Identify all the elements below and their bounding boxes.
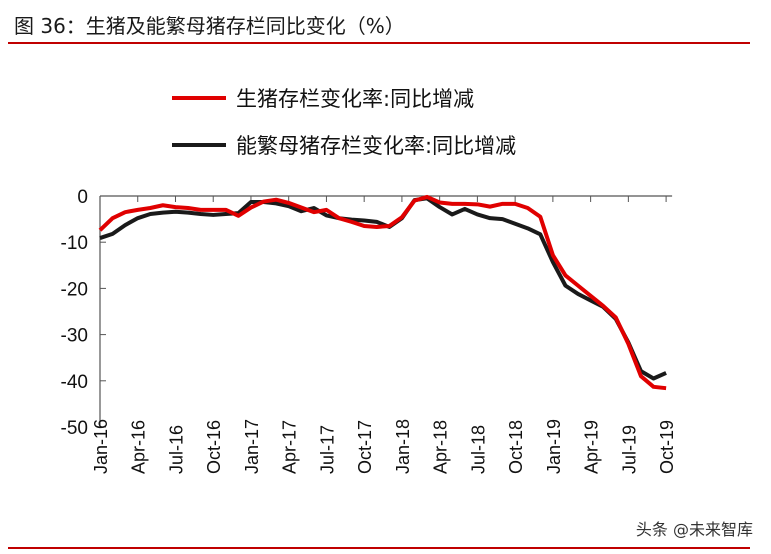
x-tick-label: Apr-16: [129, 420, 149, 474]
y-tick-label: -20: [61, 279, 88, 300]
x-tick-label: Jul-16: [166, 425, 186, 474]
y-tick-label: -40: [61, 372, 88, 393]
y-tick-label: -10: [61, 233, 88, 254]
footer-divider: [8, 547, 750, 549]
y-tick-label: 0: [77, 187, 88, 208]
legend-label: 生猪存栏变化率:同比增减: [236, 87, 474, 111]
y-tick-label: -30: [61, 326, 88, 347]
y-tick-label: -50: [61, 418, 88, 439]
x-tick-label: Jan-18: [393, 419, 413, 474]
series-line-sow: [99, 196, 667, 381]
watermark: 头条 @未来智库: [635, 520, 753, 539]
x-tick-label: Oct-16: [204, 420, 224, 474]
x-tick-label: Jan-17: [242, 419, 262, 474]
x-tick-label: Jul-18: [468, 425, 488, 474]
x-tick-label: Oct-17: [355, 420, 375, 474]
x-tick-label: Apr-19: [582, 420, 602, 474]
x-tick-label: Oct-18: [506, 420, 526, 474]
x-tick-label: Jul-17: [317, 425, 337, 474]
chart-title: 图 36：生猪及能繁母猪存栏同比变化（%）: [14, 14, 405, 38]
series-line-live-pig: [98, 194, 667, 391]
title-divider: [8, 42, 750, 44]
legend-label: 能繁母猪存栏变化率:同比增减: [236, 134, 516, 158]
x-tick-label: Jan-19: [544, 419, 564, 474]
x-tick-label: Apr-17: [280, 420, 300, 474]
x-tick-label: Oct-19: [657, 420, 677, 474]
x-tick-label: Jan-16: [91, 419, 111, 474]
x-tick-label: Apr-18: [431, 420, 451, 474]
x-tick-label: Jul-19: [619, 425, 639, 474]
